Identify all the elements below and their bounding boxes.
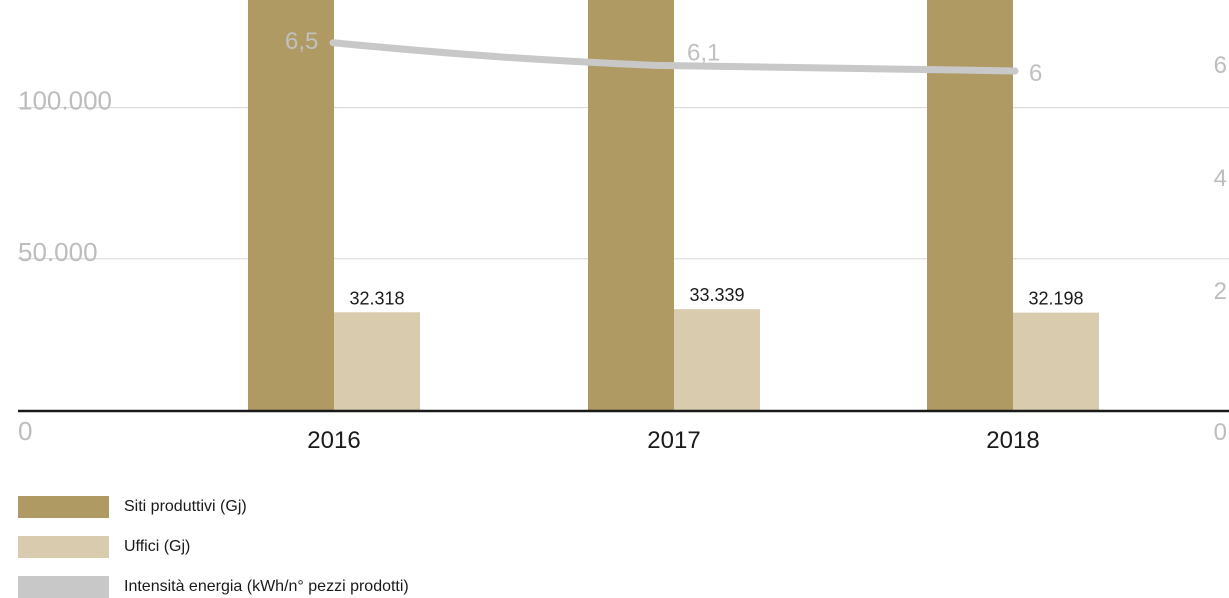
- y-left-tick-label: 50.000: [18, 237, 98, 267]
- chart-area: 050.000100.000150.000200.000250.00002461…: [18, 0, 1229, 454]
- legend-swatch-intensita-energia: [18, 576, 109, 598]
- legend-swatch-siti-produttivi: [18, 496, 109, 518]
- bar-value-label: 33.339: [689, 285, 744, 305]
- legend-label-siti-produttivi: Siti produttivi (Gj): [124, 498, 247, 515]
- legend: Siti produttivi (Gj) Uffici (Gj) Intensi…: [18, 496, 409, 598]
- bar: [248, 0, 334, 410]
- y-left-tick-label: 100.000: [18, 86, 112, 116]
- y-right-tick-label: 4: [1214, 165, 1227, 192]
- legend-item-siti-produttivi: Siti produttivi (Gj): [18, 496, 409, 518]
- legend-item-uffici: Uffici (Gj): [18, 536, 409, 558]
- legend-label-uffici: Uffici (Gj): [124, 538, 191, 555]
- y-right-tick-label: 0: [1214, 419, 1227, 446]
- legend-item-intensita-energia: Intensità energia (kWh/n° pezzi prodotti…: [18, 576, 409, 598]
- line-value-label: 6,5: [285, 28, 318, 55]
- bar: [1013, 312, 1099, 410]
- bar: [927, 0, 1013, 410]
- legend-swatch-uffici: [18, 536, 109, 558]
- bar-value-label: 32.198: [1028, 289, 1083, 309]
- legend-label-intensita-energia: Intensità energia (kWh/n° pezzi prodotti…: [124, 578, 409, 595]
- y-left-tick-label: 0: [18, 416, 32, 446]
- y-right-tick-label: 6: [1214, 52, 1227, 79]
- x-category-label: 2016: [307, 427, 360, 454]
- bar-value-label: 32.318: [349, 288, 404, 308]
- bar: [334, 312, 420, 410]
- y-right-tick-label: 2: [1214, 278, 1227, 305]
- x-category-label: 2018: [986, 427, 1039, 454]
- line-value-label: 6: [1029, 60, 1042, 87]
- x-category-label: 2017: [647, 427, 700, 454]
- line-value-label: 6,1: [687, 39, 720, 66]
- bar: [674, 309, 760, 410]
- line-series: [329, 39, 1019, 75]
